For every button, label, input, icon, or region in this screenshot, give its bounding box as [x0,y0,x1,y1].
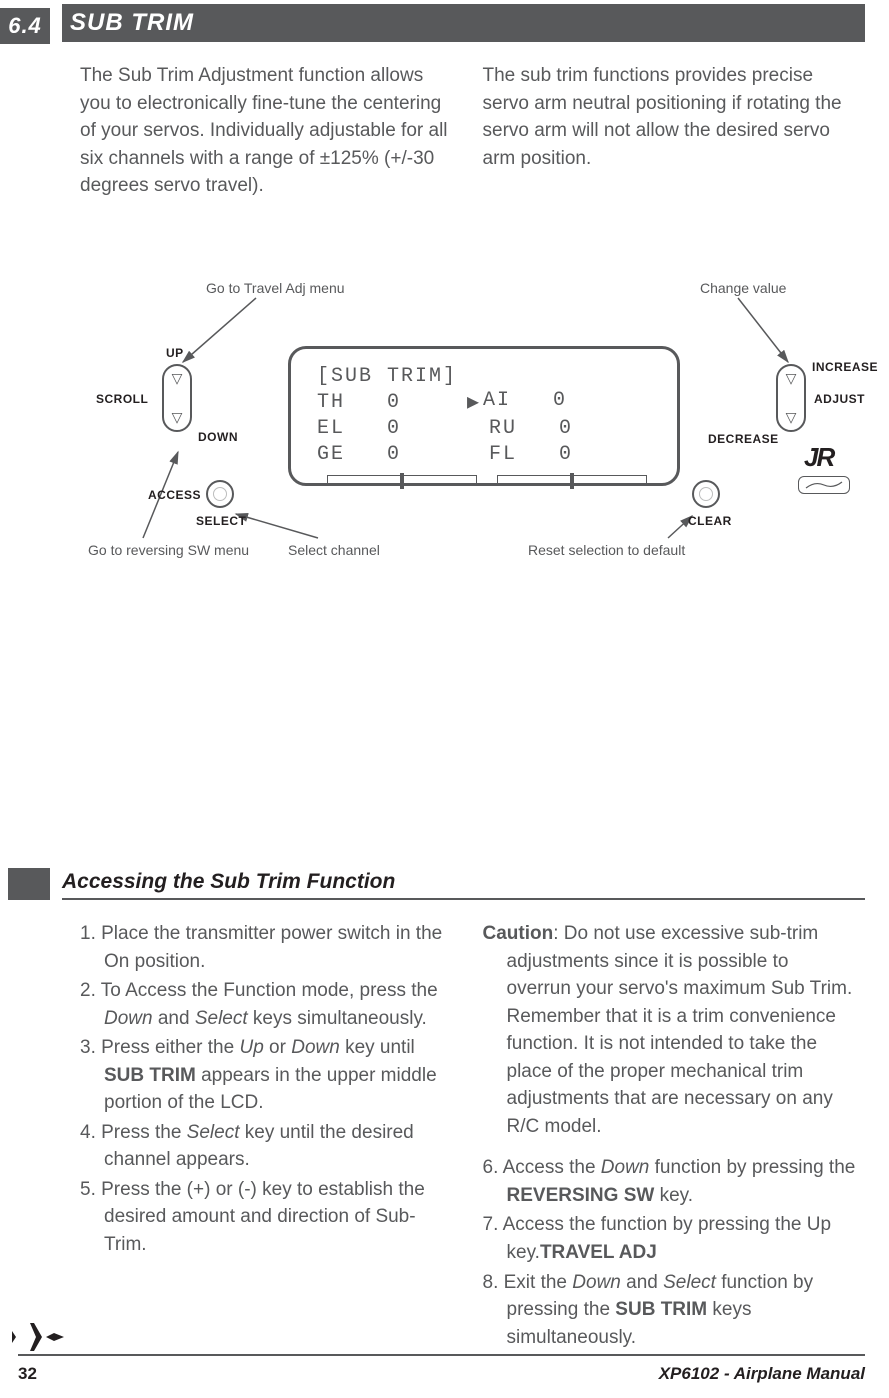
callout-reversing: Go to reversing SW menu [88,542,249,558]
steps-right: Caution: Do not use excessive sub-trim a… [483,920,858,1353]
steps-left: 1. Place the transmitter power switch in… [80,920,455,1353]
step: Caution: Do not use excessive sub-trim a… [483,920,858,1140]
transmitter-diagram: Go to Travel Adj menu Change value Go to… [88,280,848,580]
footer-page: 32 [18,1364,37,1384]
subsection-title: Accessing the Sub Trim Function [62,868,865,900]
callout-select: Select channel [288,542,380,558]
jr-logo: JR [804,442,833,473]
footer-manual: XP6102 - Airplane Manual [659,1364,865,1384]
callout-reset: Reset selection to default [528,542,685,558]
lcd-row: GE0FL0 [317,441,657,467]
lcd-title: [SUB TRIM] [317,365,457,388]
adjust-rocker[interactable]: ▽▽ [776,364,806,432]
step: 7. Access the function by pressing the U… [483,1211,858,1266]
label-select: SELECT [196,514,246,528]
step: 8. Exit the Down and Select function by … [483,1269,858,1352]
step: 6. Access the Down function by pressing … [483,1154,858,1209]
intro-right: The sub trim functions provides precise … [483,62,858,200]
select-button[interactable] [206,480,234,508]
lcd-screen: [SUB TRIM] TH0▶AI0EL0RU0GE0FL0 [288,346,680,486]
lcd-bar-left [327,475,477,485]
label-up: UP [166,346,184,360]
footer-rule [18,1354,865,1356]
step: 5. Press the (+) or (-) key to establish… [80,1176,455,1259]
steps-block: 1. Place the transmitter power switch in… [80,920,857,1353]
label-decrease: DECREASE [708,432,779,446]
label-access: ACCESS [148,488,201,502]
callout-change: Change value [700,280,786,296]
lcd-row: TH0▶AI0 [317,389,657,415]
step: 1. Place the transmitter power switch in… [80,920,455,975]
step: 2. To Access the Function mode, press th… [80,977,455,1032]
lcd-bar-right [497,475,647,485]
intro-left: The Sub Trim Adjustment function allows … [80,62,455,200]
section-number: 6.4 [0,8,50,44]
label-down: DOWN [198,430,238,444]
scroll-rocker[interactable]: ▽▽ [162,364,192,432]
section-title: SUB TRIM [62,4,865,42]
label-increase: INCREASE [812,360,878,374]
subsection-tab [8,868,50,900]
logo-bar [798,476,850,494]
label-scroll: SCROLL [96,392,148,406]
step: 3. Press either the Up or Down key until… [80,1034,455,1117]
intro-block: The Sub Trim Adjustment function allows … [80,62,857,200]
label-clear: CLEAR [688,514,732,528]
clear-button[interactable] [692,480,720,508]
callout-travel: Go to Travel Adj menu [206,280,345,296]
step: 4. Press the Select key until the desire… [80,1119,455,1174]
lcd-row: EL0RU0 [317,415,657,441]
label-adjust: ADJUST [814,392,865,406]
